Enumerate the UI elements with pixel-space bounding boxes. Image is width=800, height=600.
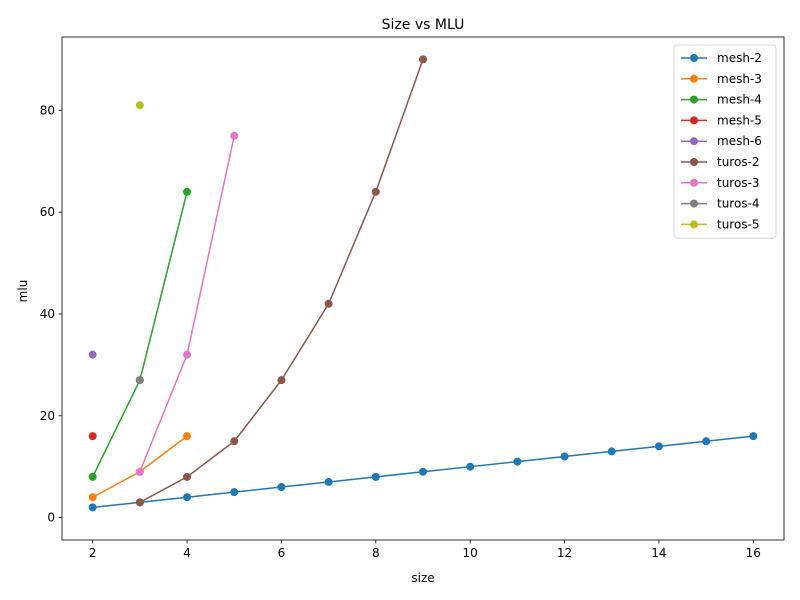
legend-marker	[690, 116, 698, 125]
data-point-turos-4	[135, 376, 144, 385]
y-tick-label: 20	[40, 409, 55, 423]
x-tick-label: 6	[278, 546, 286, 560]
y-tick-label: 60	[40, 205, 55, 219]
data-point-mesh-6	[88, 350, 97, 359]
legend-item-mesh-5: mesh-5	[681, 113, 762, 127]
plot-frame	[61, 36, 785, 541]
data-point-turos-2	[371, 187, 380, 196]
data-point-turos-2	[135, 498, 144, 507]
data-point-turos-3	[135, 467, 144, 476]
data-point-mesh-2	[607, 447, 616, 456]
legend-item-turos-2: turos-2	[681, 155, 760, 169]
data-point-turos-2	[419, 55, 427, 64]
data-point-mesh-3	[88, 493, 97, 502]
data-point-turos-2	[230, 437, 239, 446]
data-point-mesh-2	[88, 503, 97, 512]
legend-marker	[690, 74, 698, 83]
data-point-mesh-2	[702, 437, 711, 446]
data-point-mesh-2	[371, 472, 380, 481]
legend-marker	[690, 137, 698, 146]
y-tick-label: 80	[40, 103, 55, 117]
legend-label: turos-4	[717, 197, 760, 211]
series-mesh-4	[88, 187, 192, 481]
data-point-turos-5	[135, 101, 144, 110]
data-point-mesh-3	[183, 432, 192, 441]
legend-label: turos-2	[717, 155, 760, 169]
series-mesh-6	[88, 350, 97, 359]
data-point-mesh-2	[230, 488, 239, 497]
legend-box	[673, 44, 777, 239]
legend-item-turos-5: turos-5	[681, 217, 760, 231]
legend-item-mesh-2: mesh-2	[681, 51, 762, 65]
series-line-mesh-3	[92, 435, 188, 498]
series-line-turos-3	[139, 135, 235, 473]
series-mesh-5	[88, 432, 97, 441]
data-point-turos-2	[183, 472, 192, 481]
x-tick-label: 4	[183, 546, 191, 560]
chart-title: Size vs MLU	[382, 17, 465, 33]
series-mesh-3	[88, 432, 192, 502]
data-point-mesh-2	[466, 462, 475, 471]
x-tick-label: 16	[746, 546, 761, 560]
data-point-turos-3	[230, 131, 239, 140]
series-line-mesh-4	[91, 191, 188, 478]
x-tick-label: 12	[557, 546, 572, 560]
y-tick-label: 0	[47, 511, 55, 525]
series-mesh-2	[88, 432, 758, 512]
series-turos-4	[135, 376, 144, 385]
series-turos-5	[135, 101, 144, 110]
legend-item-turos-4: turos-4	[681, 197, 760, 211]
legend-marker	[690, 54, 698, 62]
legend-marker	[690, 95, 698, 104]
data-point-mesh-2	[560, 452, 569, 461]
legend-item-mesh-4: mesh-4	[681, 93, 762, 107]
legend-marker	[690, 220, 698, 229]
data-point-mesh-2	[749, 432, 758, 441]
plot-area: 2 4 6 8 10 12 14 16 0 20 40 60 80	[40, 36, 785, 560]
legend-label: mesh-2	[717, 51, 762, 65]
x-tick-label: 8	[372, 546, 380, 560]
data-point-mesh-4	[88, 472, 97, 481]
data-point-mesh-2	[513, 457, 522, 466]
legend-label: mesh-3	[717, 72, 762, 86]
data-point-mesh-2	[419, 467, 427, 476]
data-point-mesh-2	[654, 442, 663, 451]
x-tick-label: 14	[651, 546, 666, 560]
legend: mesh-2 mesh-3 mesh-4 mesh-5 mesh-6 turos-2 tur…	[673, 44, 777, 239]
legend-marker	[690, 199, 698, 208]
legend-label: turos-3	[717, 176, 760, 190]
data-point-mesh-4	[183, 187, 192, 196]
y-tick-label: 40	[40, 307, 55, 321]
legend-marker	[690, 158, 698, 166]
series-line-turos-2	[139, 59, 424, 503]
data-point-turos-2	[324, 299, 333, 308]
data-point-turos-2	[277, 376, 286, 385]
data-point-turos-3	[183, 350, 192, 359]
legend-label: mesh-6	[717, 134, 762, 148]
legend-marker	[690, 178, 698, 187]
legend-label: mesh-5	[717, 113, 762, 127]
y-axis-label: mlu	[16, 280, 30, 303]
data-point-mesh-2	[277, 483, 286, 492]
legend-label: mesh-4	[717, 93, 762, 107]
legend-item-mesh-3: mesh-3	[681, 72, 762, 86]
legend-label: turos-5	[717, 217, 760, 231]
x-axis-label: size	[411, 571, 434, 585]
legend-item-mesh-6: mesh-6	[681, 134, 762, 148]
x-tick-label: 2	[89, 546, 97, 560]
data-point-mesh-2	[324, 477, 333, 486]
series-turos-3	[135, 131, 239, 476]
legend-item-turos-3: turos-3	[681, 176, 760, 190]
x-tick-label: 10	[463, 546, 478, 560]
data-point-mesh-5	[88, 432, 97, 441]
data-point-mesh-2	[183, 493, 192, 502]
series-turos-2	[135, 55, 427, 507]
